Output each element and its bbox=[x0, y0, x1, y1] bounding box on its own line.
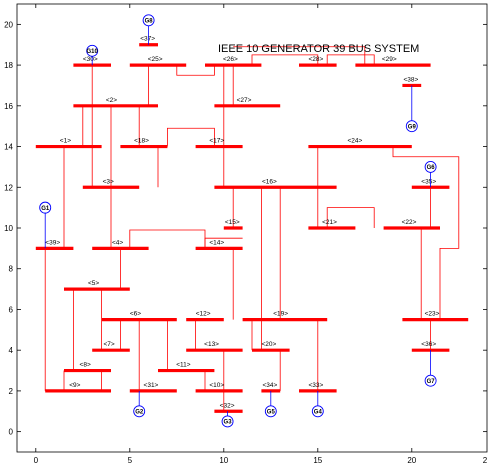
generators: G1 G2 G3 G4 G5 G6 G7 G8 G9 G10 bbox=[39, 14, 437, 428]
transmission-line bbox=[129, 229, 206, 249]
generator-label: G7 bbox=[427, 379, 436, 385]
generator-g4-icon bbox=[311, 405, 324, 418]
bus-label-17: <17> bbox=[209, 138, 224, 145]
generator-g7-icon bbox=[424, 374, 437, 387]
y-tick-label: 6 bbox=[9, 305, 14, 314]
bus-label-29: <29> bbox=[382, 56, 397, 63]
y-tick-label: 18 bbox=[4, 61, 13, 70]
bus-label-6: <6> bbox=[130, 311, 141, 318]
bus-label-5: <5> bbox=[88, 280, 99, 287]
generator-label: G3 bbox=[224, 420, 233, 426]
y-tick-label: 2 bbox=[9, 387, 14, 396]
transmission-line bbox=[326, 207, 375, 228]
bus-label-39: <39> bbox=[45, 239, 60, 246]
bus-label-36: <36> bbox=[421, 341, 436, 348]
x-tick-label: 2 bbox=[483, 456, 488, 465]
generator-g8-icon bbox=[142, 14, 155, 27]
x-tick-label: 5 bbox=[128, 456, 133, 465]
bus-label-24: <24> bbox=[348, 138, 363, 145]
y-tick-label: 16 bbox=[4, 102, 13, 111]
bus-label-23: <23> bbox=[425, 311, 440, 318]
transmission-line bbox=[233, 46, 366, 66]
x-tick-label: 20 bbox=[407, 456, 416, 465]
bus-label-27: <27> bbox=[237, 97, 252, 104]
bus-label-15: <15> bbox=[225, 219, 240, 226]
bus-label-16: <16> bbox=[262, 178, 277, 185]
generator-label: G5 bbox=[267, 409, 276, 415]
y-tick-label: 4 bbox=[9, 346, 14, 355]
bus-label-22: <22> bbox=[402, 219, 417, 226]
bus-label-20: <20> bbox=[262, 341, 277, 348]
y-tick-label: 10 bbox=[4, 224, 13, 233]
bus-label-1: <1> bbox=[60, 138, 71, 145]
bus-label-14: <14> bbox=[209, 239, 224, 246]
bus-label-12: <12> bbox=[196, 311, 211, 318]
bus-label-8: <8> bbox=[80, 362, 91, 369]
bus-label-7: <7> bbox=[104, 341, 115, 348]
bus-label-3: <3> bbox=[103, 178, 114, 185]
bus-label-9: <9> bbox=[69, 382, 80, 389]
generator-label: G6 bbox=[427, 165, 436, 171]
generator-g2-icon bbox=[133, 405, 146, 418]
bus-label-30: <30> bbox=[83, 56, 98, 63]
generator-label: G8 bbox=[145, 18, 154, 24]
generator-g9-icon bbox=[405, 120, 418, 133]
bus-label-11: <11> bbox=[176, 362, 191, 369]
bus-label-31: <31> bbox=[144, 382, 159, 389]
bus-label-35: <35> bbox=[421, 178, 436, 185]
generator-label: G2 bbox=[135, 409, 144, 415]
bus-label-4: <4> bbox=[112, 239, 123, 246]
bus-label-21: <21> bbox=[322, 219, 337, 226]
y-tick-label: 0 bbox=[9, 428, 14, 437]
buses: <1> <2> <3> <4> <5> <6> <7> <8> <9> <10> <11> <12> <… bbox=[35, 36, 469, 413]
transmission-line bbox=[251, 54, 319, 66]
bus-label-26: <26> bbox=[223, 56, 238, 63]
bus-label-38: <38> bbox=[403, 76, 418, 83]
x-tick-label: 15 bbox=[313, 456, 322, 465]
bus-label-34: <34> bbox=[262, 382, 277, 389]
generator-label: G10 bbox=[87, 49, 99, 55]
y-tick-label: 12 bbox=[4, 183, 13, 192]
generator-g6-icon bbox=[424, 160, 437, 173]
bus-label-10: <10> bbox=[209, 382, 224, 389]
transmission-line bbox=[176, 65, 215, 76]
x-tick-label: 0 bbox=[34, 456, 39, 465]
generator-g5-icon bbox=[264, 405, 277, 418]
x-tick-label: 10 bbox=[219, 456, 228, 465]
generator-g10-icon bbox=[86, 44, 99, 57]
diagram-title: IEEE 10 GENERATOR 39 BUS SYSTEM bbox=[218, 43, 419, 55]
bus-label-2: <2> bbox=[106, 97, 117, 104]
bus-label-32: <32> bbox=[220, 402, 235, 409]
generator-label: G9 bbox=[408, 124, 417, 130]
bus-label-13: <13> bbox=[204, 341, 219, 348]
y-tick-label: 20 bbox=[4, 20, 13, 29]
generator-g3-icon bbox=[221, 415, 234, 428]
transmission-line bbox=[166, 127, 215, 147]
bus-label-28: <28> bbox=[309, 56, 324, 63]
bus-label-25: <25> bbox=[148, 56, 163, 63]
bus-label-19: <19> bbox=[273, 311, 288, 318]
generator-label: G1 bbox=[41, 206, 50, 212]
generator-g1-icon bbox=[39, 201, 52, 214]
bus-label-37: <37> bbox=[140, 36, 155, 43]
bus-label-33: <33> bbox=[309, 382, 324, 389]
generator-label: G4 bbox=[314, 409, 323, 415]
bus-label-18: <18> bbox=[134, 138, 149, 145]
y-tick-label: 8 bbox=[9, 265, 14, 274]
transmission-line bbox=[326, 54, 375, 66]
transmission-line bbox=[392, 146, 460, 320]
y-tick-label: 14 bbox=[4, 143, 13, 152]
